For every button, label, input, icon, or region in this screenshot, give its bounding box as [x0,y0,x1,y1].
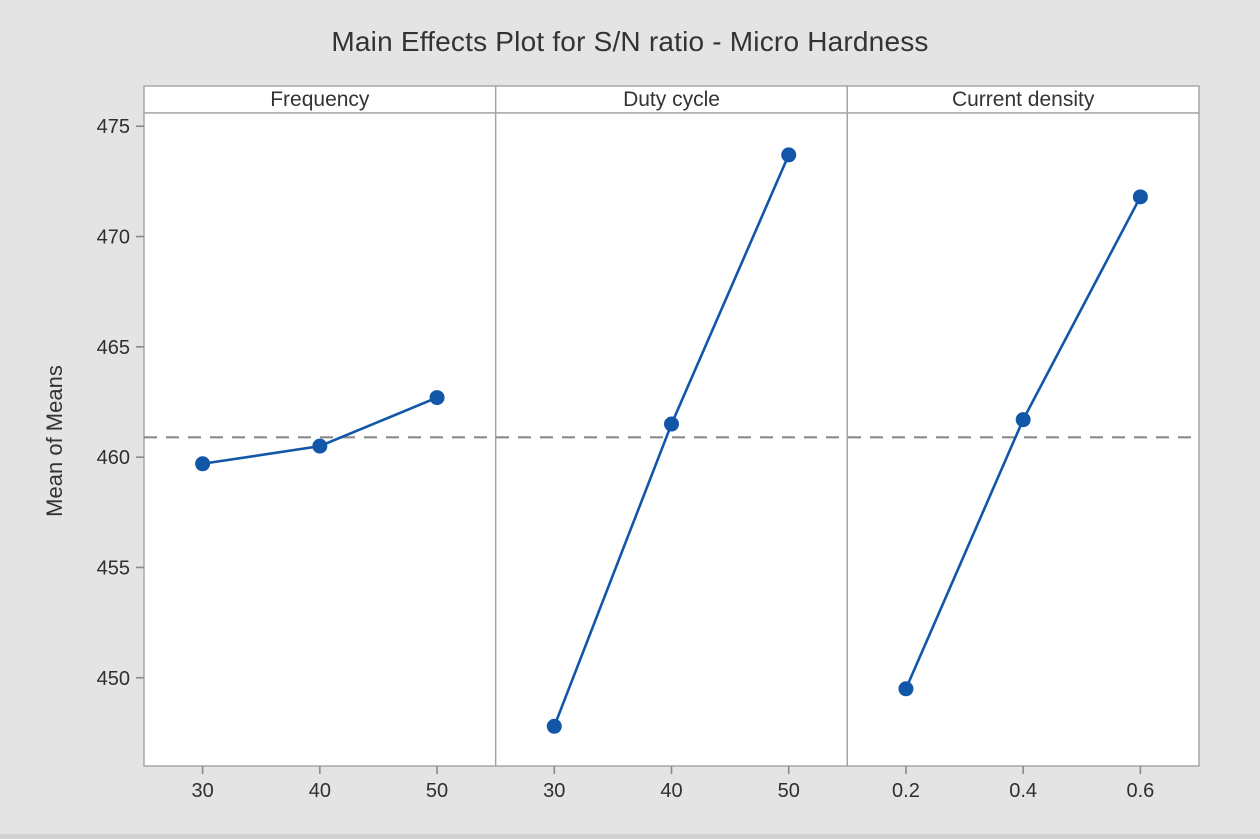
y-tick-label: 455 [97,557,130,579]
x-tick-label: 50 [778,780,800,802]
y-tick-label: 470 [97,227,130,249]
y-tick-label: 450 [97,668,130,690]
panel-header-label: Duty cycle [623,88,720,111]
y-tick-label: 465 [97,337,130,359]
panel-header-label: Current density [952,88,1095,111]
panel-header-band [846,85,1200,114]
panel-header-label: Frequency [270,88,370,111]
data-point [195,456,211,472]
x-tick-label: 40 [660,780,682,802]
data-point [312,438,328,454]
chart-title: Main Effects Plot for S/N ratio - Micro … [331,26,929,57]
data-point [898,681,914,697]
x-tick-label: 0.6 [1126,780,1154,802]
data-point [546,718,562,734]
x-tick-label: 0.4 [1009,780,1037,802]
y-tick-label: 475 [97,116,130,138]
x-tick-label: 30 [191,780,213,802]
panel-header-band [143,85,497,114]
data-point [781,147,797,163]
data-point [664,416,679,432]
x-tick-label: 40 [309,780,331,802]
panel-plot-area [846,112,1200,767]
x-tick-label: 30 [543,780,565,802]
data-point [1132,189,1148,205]
y-axis-title: Mean of Means [42,365,67,517]
data-point [1015,412,1031,428]
panel-plot-area [494,112,849,767]
y-tick-label: 460 [97,447,130,469]
data-point [429,390,445,406]
x-tick-label: 0.2 [892,780,920,802]
x-tick-label: 50 [426,780,448,802]
